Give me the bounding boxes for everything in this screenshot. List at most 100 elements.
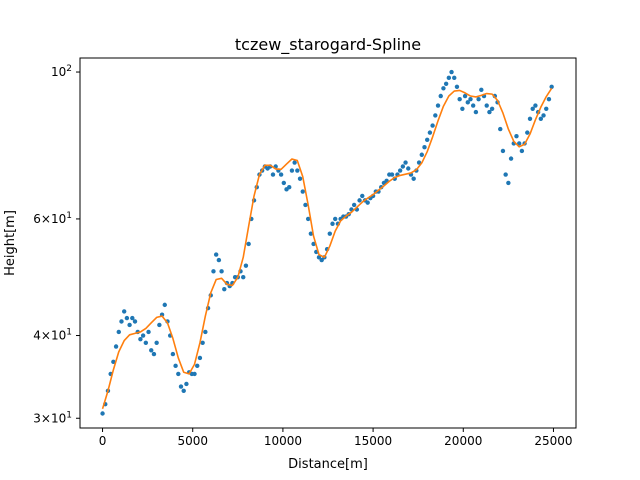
data-point bbox=[246, 241, 251, 247]
x-tick-label: 15000 bbox=[354, 434, 392, 448]
x-tick-label: 5000 bbox=[177, 434, 208, 448]
plot-area bbox=[80, 58, 576, 428]
data-point bbox=[292, 160, 297, 165]
data-point bbox=[140, 333, 146, 338]
data-point bbox=[116, 329, 121, 335]
data-point bbox=[411, 176, 416, 181]
data-point bbox=[438, 93, 443, 99]
data-point bbox=[357, 198, 362, 203]
data-point bbox=[476, 96, 481, 102]
data-point bbox=[319, 257, 324, 263]
data-point bbox=[316, 255, 322, 260]
data-point bbox=[389, 172, 395, 177]
data-point bbox=[487, 109, 492, 115]
data-point bbox=[154, 340, 159, 345]
data-point bbox=[151, 351, 157, 357]
y-axis: 3×101 4×101 6×101 102 bbox=[33, 64, 80, 425]
data-point bbox=[243, 263, 249, 268]
data-point bbox=[479, 87, 484, 93]
data-point bbox=[295, 168, 300, 173]
data-point bbox=[143, 340, 149, 345]
data-point bbox=[538, 116, 544, 121]
data-point bbox=[184, 381, 189, 387]
chart-title: tczew_starogard-Spline bbox=[235, 35, 421, 55]
data-point bbox=[162, 302, 167, 308]
data-point bbox=[119, 319, 124, 324]
data-point bbox=[130, 315, 135, 321]
data-point bbox=[468, 96, 473, 102]
data-point bbox=[327, 231, 332, 236]
data-point bbox=[121, 309, 127, 314]
data-point bbox=[124, 315, 130, 321]
data-point bbox=[400, 164, 406, 169]
data-point bbox=[213, 252, 219, 257]
data-point bbox=[287, 184, 292, 190]
data-point bbox=[333, 216, 338, 222]
data-point bbox=[222, 286, 227, 292]
data-point bbox=[360, 193, 365, 199]
data-point bbox=[311, 241, 316, 247]
x-tick-label: 0 bbox=[99, 434, 107, 448]
data-point bbox=[111, 359, 116, 365]
data-point bbox=[525, 130, 530, 135]
data-point bbox=[460, 106, 465, 111]
data-point bbox=[146, 329, 151, 335]
data-point bbox=[195, 363, 200, 369]
data-point bbox=[100, 411, 105, 416]
data-point bbox=[173, 363, 178, 369]
data-point bbox=[308, 231, 314, 236]
data-point bbox=[441, 86, 446, 91]
data-point bbox=[422, 144, 427, 150]
x-axis: 0 5000 10000 15000 20000 25000 bbox=[99, 428, 573, 448]
data-point bbox=[241, 274, 246, 280]
data-point bbox=[473, 109, 479, 115]
data-point bbox=[270, 172, 276, 177]
data-point bbox=[330, 221, 335, 226]
data-point bbox=[508, 156, 514, 161]
data-point bbox=[427, 130, 433, 135]
data-point bbox=[506, 180, 511, 186]
data-point bbox=[305, 216, 311, 222]
y-tick-label: 102 bbox=[51, 64, 72, 79]
data-point bbox=[549, 84, 554, 89]
data-point bbox=[430, 123, 435, 128]
data-point bbox=[433, 113, 438, 118]
data-point bbox=[113, 344, 119, 349]
data-point bbox=[157, 322, 162, 328]
data-point bbox=[216, 257, 222, 263]
data-point bbox=[192, 371, 197, 377]
data-point bbox=[470, 103, 476, 108]
data-point bbox=[519, 148, 525, 154]
data-point bbox=[462, 93, 468, 99]
data-point bbox=[176, 371, 181, 377]
data-point bbox=[406, 166, 411, 171]
data-point bbox=[200, 340, 205, 345]
data-point bbox=[416, 160, 422, 165]
y-tick-label: 3×101 bbox=[33, 410, 72, 425]
data-point bbox=[446, 75, 452, 81]
data-point bbox=[457, 96, 462, 102]
data-point bbox=[484, 103, 489, 108]
x-axis-label: Distance[m] bbox=[288, 457, 368, 472]
data-point bbox=[514, 134, 519, 139]
data-point bbox=[403, 160, 408, 165]
data-point bbox=[449, 69, 454, 75]
data-point bbox=[178, 384, 184, 389]
series-layer bbox=[100, 69, 554, 416]
data-point bbox=[197, 355, 203, 361]
spline-line bbox=[101, 87, 553, 410]
data-point bbox=[541, 113, 546, 118]
data-point bbox=[203, 329, 208, 335]
data-point bbox=[138, 336, 143, 342]
data-point bbox=[289, 168, 295, 173]
x-tick-label: 10000 bbox=[264, 434, 302, 448]
data-point bbox=[435, 103, 441, 108]
data-point bbox=[489, 106, 495, 111]
y-axis-label: Height[m] bbox=[3, 210, 18, 276]
data-point bbox=[454, 84, 460, 89]
data-point bbox=[297, 176, 303, 181]
y-tick-label: 4×101 bbox=[33, 328, 72, 343]
plot-frame bbox=[79, 57, 577, 429]
data-point bbox=[544, 106, 549, 111]
